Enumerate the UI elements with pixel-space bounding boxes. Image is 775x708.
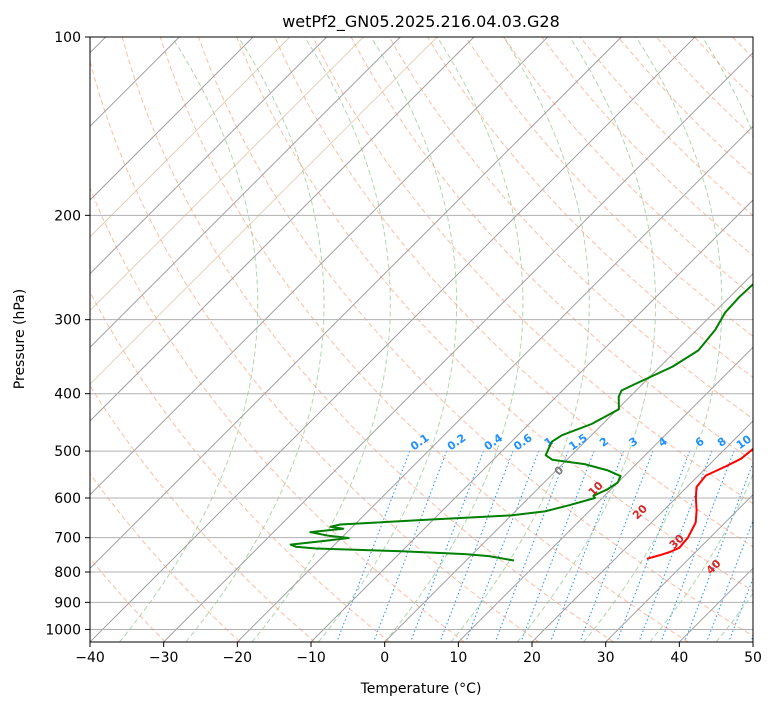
x-axis-label: Temperature (°C): [360, 681, 482, 697]
dry-adiabat: [274, 37, 753, 548]
isotherm: [752, 641, 753, 642]
moist-adiabat: [185, 37, 325, 642]
mixing-ratio-line: [750, 634, 753, 642]
y-tick-label: 500: [54, 444, 81, 460]
x-tick-label: −10: [296, 650, 326, 666]
isotherm: [531, 420, 753, 642]
saturation-curve: [90, 37, 291, 238]
moist-adiabat: [450, 37, 590, 642]
saturation-curves: [90, 37, 438, 385]
dry-adiabat: [90, 59, 540, 642]
y-tick-label: 400: [54, 387, 81, 403]
dry-adiabat: [159, 37, 689, 642]
moist-adiabat: [583, 37, 723, 642]
dry-adiabat: [90, 472, 241, 642]
x-axis: −40 −30 −20 −10 0 10 20 30 40 50: [75, 642, 762, 666]
isotherm: [384, 272, 753, 642]
dry-adiabat: [465, 37, 753, 337]
y-tick-label: 100: [54, 30, 81, 46]
x-tick-label: 20: [523, 650, 541, 666]
isotherm: [605, 493, 753, 642]
mixing-ratio-label: 10: [734, 432, 754, 452]
temperature-line: [646, 447, 753, 560]
y-tick-label: 600: [54, 491, 81, 507]
dry-adiabat: [236, 37, 753, 592]
sounding-series: [289, 282, 753, 562]
mixing-ratio-label: 13: [758, 433, 775, 452]
isotherm: [310, 199, 753, 642]
isobar-gridlines: [90, 37, 753, 630]
isotherm: [90, 37, 475, 422]
x-tick-label: 30: [597, 650, 615, 666]
isotherm: [236, 125, 753, 642]
dry-adiabat: [350, 37, 753, 462]
dry-adiabat: [90, 186, 465, 642]
dry-adiabat: [90, 291, 390, 642]
y-tick-label: 300: [54, 313, 81, 329]
x-tick-label: −20: [223, 650, 253, 666]
isotherm: [90, 37, 328, 275]
mixing-ratio-line: [770, 451, 775, 642]
x-tick-label: 0: [380, 650, 389, 666]
plot-frame: [89, 36, 754, 643]
dry-adiabat: [312, 37, 753, 505]
x-tick-label: 40: [670, 650, 688, 666]
isotherm: [90, 37, 622, 570]
saturation-curve: [90, 37, 364, 312]
skewed-isotherms: [90, 37, 753, 642]
x-tick-label: −30: [149, 650, 179, 666]
y-tick-label: 900: [54, 595, 81, 611]
dry-adiabat: [579, 37, 753, 217]
y-axis-label: Pressure (hPa): [12, 289, 28, 389]
dry-adiabat: [426, 37, 753, 378]
x-tick-label: 10: [449, 650, 467, 666]
isotherm: [163, 51, 753, 642]
moist-adiabat: [384, 37, 524, 642]
dry-adiabat: [771, 37, 775, 642]
dewpoint-line: [289, 282, 753, 562]
isotherm: [457, 346, 753, 642]
moist-adiabat: [318, 37, 458, 642]
x-tick-label: 50: [744, 650, 762, 666]
moist-adiabat: [516, 37, 656, 642]
isotherm: [90, 37, 401, 349]
y-axis: 1000 900 800 700 600 500 400 300 200 100: [45, 30, 90, 638]
dry-adiabat: [503, 37, 753, 297]
moist-adiabat: [649, 37, 753, 642]
dry-adiabat: [121, 37, 614, 642]
isotherm: [90, 37, 696, 642]
chart-title: wetPf2_GN05.2025.216.04.03.G28: [282, 12, 560, 32]
isotherm: [90, 37, 254, 201]
y-tick-label: 800: [54, 565, 81, 581]
moist-adiabat: [119, 37, 259, 642]
isotherm: [90, 37, 549, 496]
plot-background: [90, 37, 753, 642]
y-tick-label: 700: [54, 531, 81, 547]
dry-adiabat: [90, 384, 316, 642]
x-tick-label: −40: [75, 650, 105, 666]
saturation-curve: [90, 37, 438, 385]
y-tick-label: 1000: [45, 622, 81, 638]
y-tick-label: 200: [54, 208, 81, 224]
dry-adiabats: [90, 37, 775, 642]
